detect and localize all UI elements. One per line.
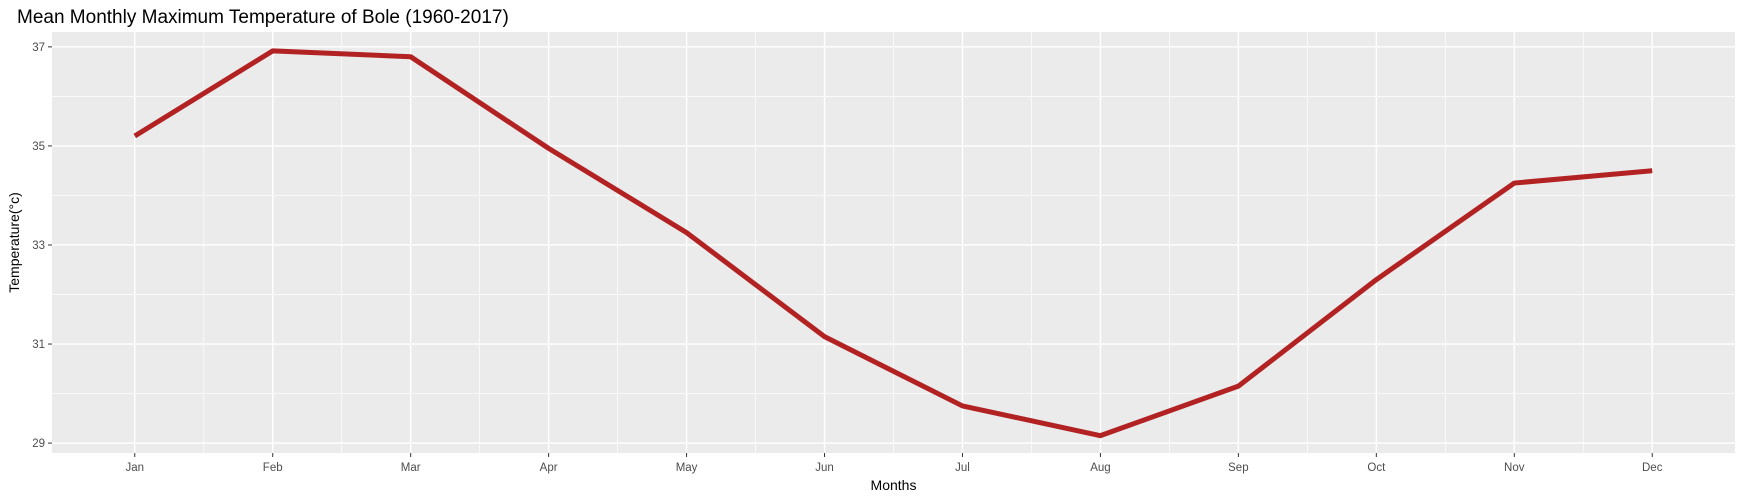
x-tick-label: May bbox=[676, 462, 698, 474]
x-tick-label: Dec bbox=[1642, 462, 1663, 474]
y-tick-label: 37 bbox=[32, 42, 45, 54]
y-tick-label: 31 bbox=[32, 339, 45, 351]
x-tick-label: Aug bbox=[1090, 462, 1110, 474]
x-tick-label: Nov bbox=[1504, 462, 1525, 474]
y-tick-label: 35 bbox=[32, 141, 45, 153]
y-axis-title: Temperature(°c) bbox=[6, 192, 22, 293]
x-tick-label: Sep bbox=[1228, 462, 1248, 474]
y-tick-label: 33 bbox=[32, 240, 45, 252]
x-tick-label: Apr bbox=[540, 462, 558, 474]
x-tick-label: Jun bbox=[815, 462, 834, 474]
x-tick-label: Jul bbox=[955, 462, 970, 474]
x-axis: Jan Feb Mar Apr May Jun Jul Aug Sep Oct Nov Dec bbox=[125, 453, 1662, 474]
x-axis-title: Months bbox=[871, 477, 917, 493]
chart-title: Mean Monthly Maximum Temperature of Bole… bbox=[17, 7, 509, 28]
y-axis: 29 31 33 35 37 bbox=[32, 42, 52, 450]
y-tick-label: 29 bbox=[32, 438, 45, 450]
x-tick-label: Oct bbox=[1367, 462, 1386, 474]
x-tick-label: Mar bbox=[401, 462, 421, 474]
x-tick-label: Jan bbox=[125, 462, 144, 474]
x-tick-label: Feb bbox=[263, 462, 283, 474]
